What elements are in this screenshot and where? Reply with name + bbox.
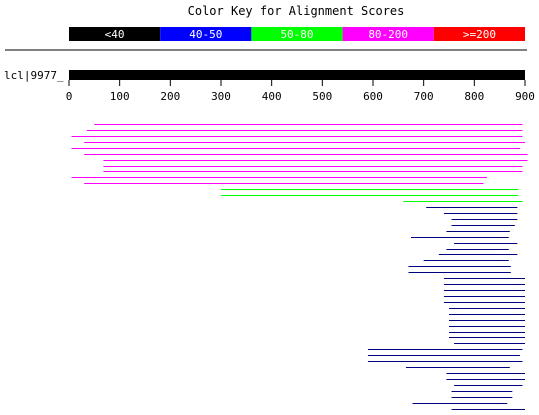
query-label: lcl|9977_ (4, 69, 64, 82)
x-tick-label: 500 (312, 90, 332, 103)
color-key-legend: <40 40-50 50-80 80-200 >=200 (69, 27, 525, 41)
legend-swatch (251, 27, 343, 41)
hit-lines (71, 124, 528, 410)
legend-label: 40-50 (189, 28, 222, 41)
legend-label: >=200 (463, 28, 496, 41)
x-tick-label: 300 (211, 90, 231, 103)
x-tick-label: 400 (262, 90, 282, 103)
x-tick-label: 100 (110, 90, 130, 103)
x-tick-label: 700 (414, 90, 434, 103)
x-tick-label: 600 (363, 90, 383, 103)
legend-swatch (342, 27, 434, 41)
legend-label: 50-80 (280, 28, 313, 41)
query-bar (69, 70, 525, 80)
x-tick-label: 800 (464, 90, 484, 103)
legend-label: 80-200 (368, 28, 408, 41)
x-tick-label: 200 (160, 90, 180, 103)
x-tick-label: 900 (515, 90, 535, 103)
x-tick-label: 0 (66, 90, 73, 103)
legend-swatch (433, 27, 525, 41)
x-axis: 0 100 200 300 400 500 600 700 800 900 (66, 80, 535, 103)
legend-swatch (69, 27, 161, 41)
chart-title: Color Key for Alignment Scores (188, 4, 405, 18)
legend-swatch (160, 27, 252, 41)
legend-label: <40 (105, 28, 125, 41)
